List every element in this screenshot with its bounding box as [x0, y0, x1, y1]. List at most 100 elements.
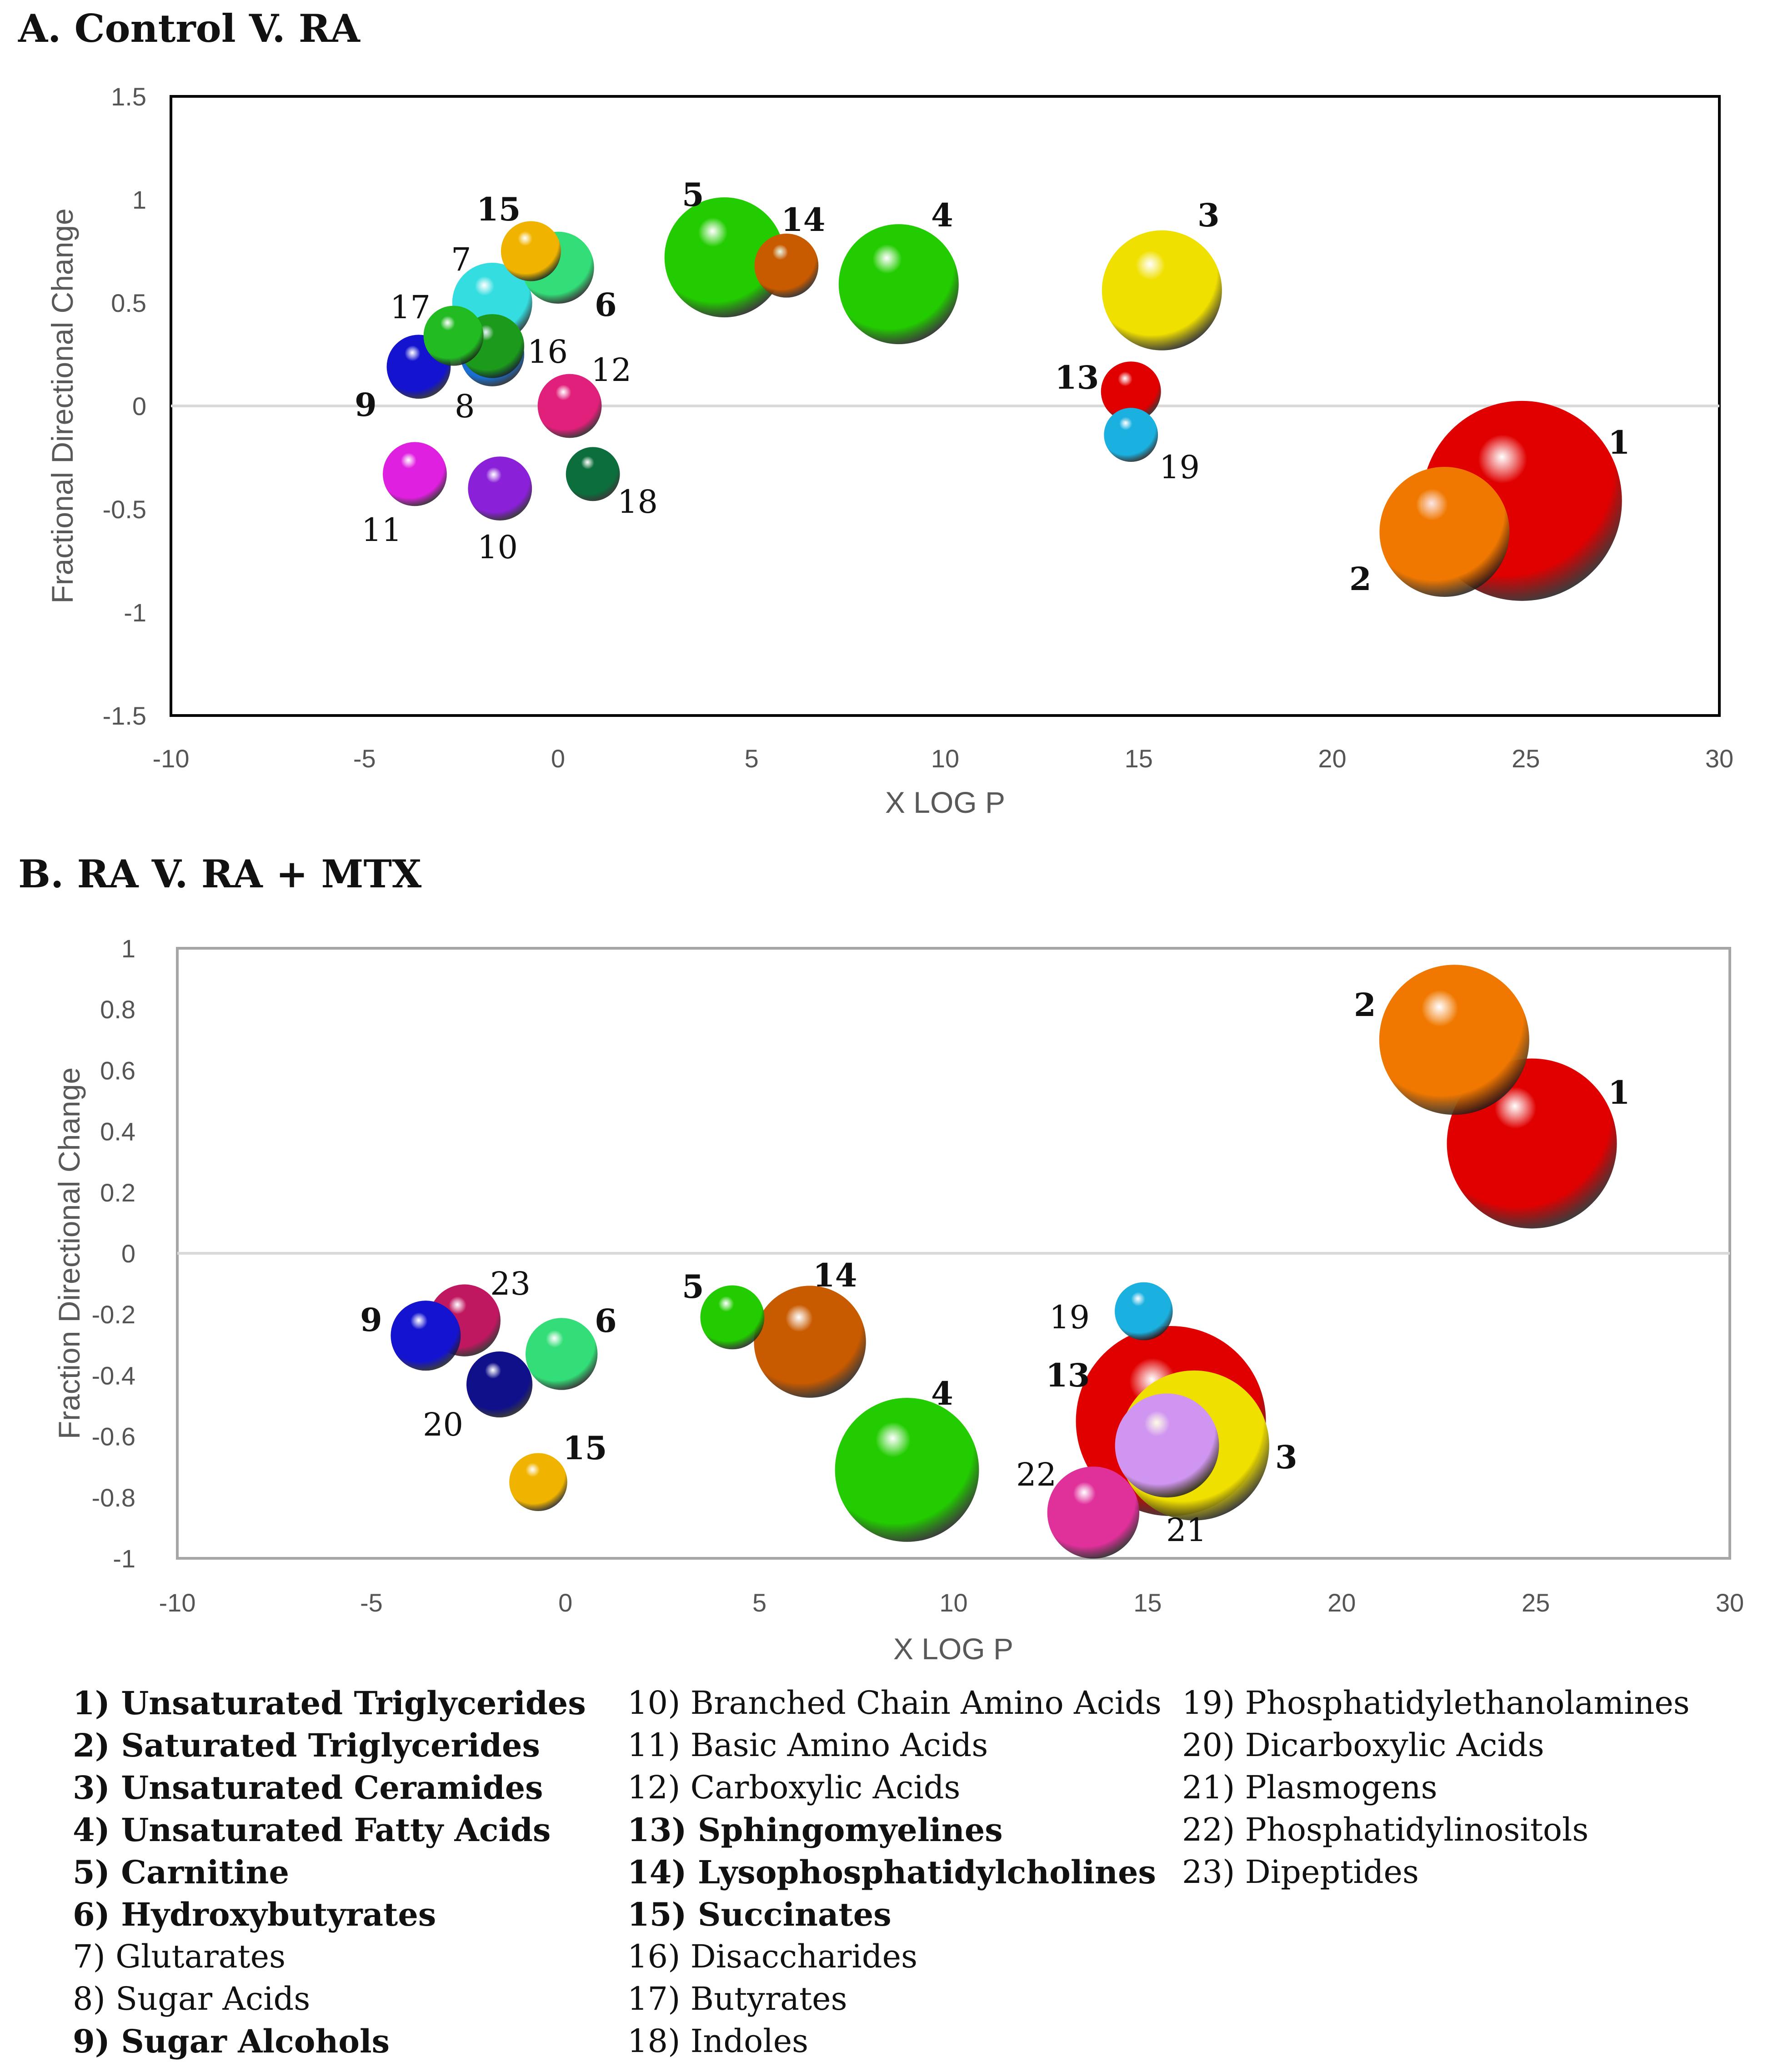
panel-a-x-axis-title: X LOG P: [885, 786, 1005, 819]
legend-item: 23) Dipeptides: [1182, 1853, 1419, 1891]
panel-a-bubble-label-6: 6: [595, 286, 617, 324]
panel-a-y-tick-label: -1.5: [103, 701, 147, 730]
legend-item: 2) Saturated Triglycerides: [73, 1727, 540, 1764]
panel-b-bubble-label-23: 23: [490, 1265, 531, 1302]
panel-a-y-tick-label: 1: [132, 185, 146, 214]
panel-b-bubble-label-22: 22: [1016, 1456, 1057, 1493]
panel-b-x-tick-label: -5: [360, 1588, 383, 1617]
panel-a-bubble-label-12: 12: [591, 351, 631, 389]
panel-a-bubble-15: [501, 221, 561, 281]
panel-a-bubble-label-2: 2: [1349, 560, 1372, 598]
panel-a-y-tick-label: 0: [132, 392, 146, 420]
panel-a-bubble-label-16: 16: [527, 333, 568, 370]
panel-a-x-tick-label: 25: [1512, 744, 1540, 773]
panel-a-bubble-label-5: 5: [682, 176, 704, 214]
panel-a-bubble-label-15: 15: [476, 190, 521, 228]
panel-b-title: B. RA V. RA + MTX: [18, 851, 422, 896]
panel-b-bubble-9: [391, 1301, 461, 1371]
legend-item: 19) Phosphatidylethanolamines: [1182, 1684, 1690, 1722]
panel-b-bubble-label-6: 6: [595, 1302, 617, 1340]
panel-b-y-tick-label: 0.6: [100, 1056, 135, 1085]
panel-b-bubble-21: [1115, 1393, 1219, 1498]
panel-b-bubble-label-19: 19: [1049, 1299, 1090, 1336]
legend-item: 12) Carboxylic Acids: [627, 1769, 961, 1806]
panel-a-bubble-label-11: 11: [361, 511, 402, 549]
legend-item: 16) Disaccharides: [627, 1938, 918, 1975]
panel-b-bubble-label-14: 14: [813, 1256, 857, 1294]
panel-a-bubble-label-17: 17: [390, 289, 431, 326]
panel-a-x-tick-label: -5: [353, 744, 376, 773]
panel-b-bubble-label-21: 21: [1166, 1511, 1207, 1549]
panel-b-y-tick-label: 0.8: [100, 995, 135, 1024]
legend-item: 9) Sugar Alcohols: [73, 2022, 390, 2060]
legend: 1) Unsaturated Triglycerides 2) Saturate…: [73, 1682, 1755, 2064]
legend-item: 15) Succinates: [627, 1896, 892, 1933]
legend-item: 13) Sphingomyelines: [627, 1811, 1003, 1849]
legend-item: 18) Indoles: [627, 2022, 809, 2060]
panel-a-bubble-12: [537, 374, 602, 438]
panel-b-y-tick-label: -0.2: [92, 1300, 136, 1329]
panel-a-bubble-10: [468, 456, 532, 521]
panel-a-bubble-label-18: 18: [617, 483, 658, 521]
panel-a-bubble-11: [383, 442, 447, 506]
legend-item: 20) Dicarboxylic Acids: [1182, 1727, 1544, 1764]
panel-a-x-tick-label: -10: [153, 744, 190, 773]
panel-a-bubble-13: [1101, 361, 1161, 422]
panel-b-y-tick-label: 1: [121, 934, 135, 963]
panel-a-bubble-label-4: 4: [931, 196, 953, 234]
panel-b-bubble-5: [700, 1285, 765, 1350]
panel-b-x-tick-label: 15: [1133, 1588, 1162, 1617]
panel-a-bubble-label-19: 19: [1159, 449, 1200, 486]
panel-b-x-axis-title: X LOG P: [893, 1632, 1013, 1666]
legend-item: 7) Glutarates: [73, 1938, 286, 1975]
panel-b-bubble-22: [1047, 1466, 1140, 1559]
panel-a-bubble-label-1: 1: [1608, 424, 1630, 461]
panel-a-y-axis-title: Fractional Directional Change: [45, 208, 79, 603]
panel-b-bubble-label-4: 4: [931, 1375, 953, 1412]
panel-b-bubble-label-9: 9: [360, 1301, 382, 1339]
panel-b-y-tick-label: -0.4: [92, 1361, 136, 1390]
panel-b-bubble-14: [754, 1286, 866, 1398]
legend-item: 8) Sugar Acids: [73, 1980, 311, 2017]
panel-b-x-tick-label: 10: [939, 1588, 967, 1617]
panel-a-bubble-3: [1102, 230, 1222, 350]
panel-a-bubble-label-13: 13: [1055, 359, 1099, 396]
panel-b-x-tick-label: 5: [752, 1588, 766, 1617]
panel-a-bubble-5: [664, 197, 785, 318]
panel-a-bubble-label-9: 9: [355, 386, 377, 424]
legend-column-1: 1) Unsaturated Triglycerides 2) Saturate…: [73, 1682, 586, 2062]
panel-b-bubble-label-20: 20: [423, 1406, 463, 1443]
panel-a-y-tick-label: -1: [124, 598, 146, 627]
panel-b-bubble-4: [835, 1398, 979, 1542]
panel-b-y-tick-label: -0.8: [92, 1483, 136, 1512]
panel-a-x-tick-label: 10: [931, 744, 959, 773]
panel-a-bubble-19: [1104, 408, 1158, 462]
panel-a-bubble-label-14: 14: [781, 201, 825, 239]
panel-b-x-tick-label: 0: [558, 1588, 572, 1617]
panel-a-bubble-label-3: 3: [1197, 196, 1220, 234]
panel-a-bubble-17: [423, 305, 484, 366]
panel-a-x-tick-label: 20: [1318, 744, 1346, 773]
panel-a-bubble-18: [566, 447, 620, 501]
panel-a-x-tick-label: 0: [551, 744, 565, 773]
panel-b-bubble-19: [1115, 1282, 1173, 1341]
panel-b-bubble-20: [466, 1351, 533, 1418]
panel-b-y-tick-label: 0.2: [100, 1178, 135, 1207]
panel-a-bubble-label-8: 8: [455, 388, 475, 425]
panel-b-bubble-15: [509, 1453, 567, 1511]
panel-b-x-tick-label: 20: [1327, 1588, 1356, 1617]
legend-item: 1) Unsaturated Triglycerides: [73, 1684, 586, 1722]
panel-a-x-tick-label: 15: [1125, 744, 1153, 773]
panel-a-y-tick-label: 1.5: [111, 82, 146, 111]
panel-b-y-axis-title: Fraction Directional Change: [52, 1067, 86, 1439]
legend-column-2: 10) Branched Chain Amino Acids 11) Basic…: [627, 1682, 1162, 2062]
legend-column-3: 19) Phosphatidylethanolamines 20) Dicarb…: [1182, 1682, 1690, 1893]
panel-b-y-tick-label: -0.6: [92, 1422, 136, 1451]
panel-b-bubble-label-15: 15: [563, 1429, 607, 1467]
panel-b-bubble-2: [1379, 965, 1529, 1115]
panel-b-bubble-label-5: 5: [682, 1268, 704, 1306]
legend-item: 4) Unsaturated Fatty Acids: [73, 1811, 551, 1849]
panel-b-x-tick-label: 30: [1716, 1588, 1744, 1617]
legend-item: 11) Basic Amino Acids: [627, 1727, 988, 1764]
